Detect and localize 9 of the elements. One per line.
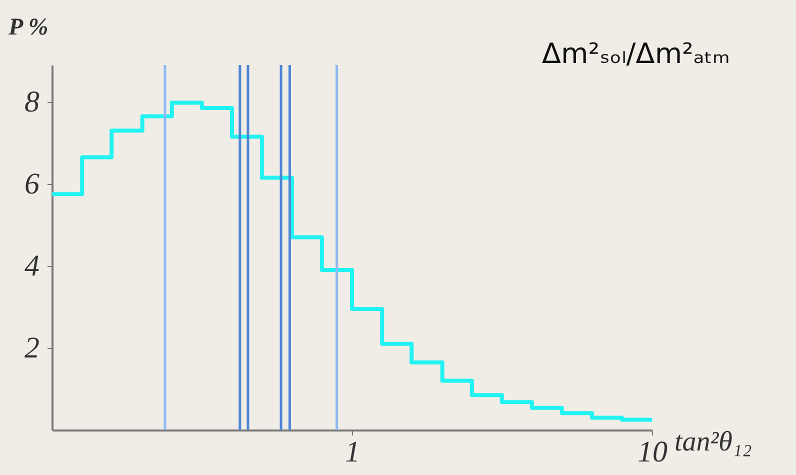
x-tick-label: 1 [345, 436, 360, 468]
y-axis-title: P % [8, 14, 48, 40]
x-axis-title: tan²θ₁₂ [674, 426, 752, 458]
y-tick-label: 8 [24, 85, 40, 118]
y-tick-label: 2 [24, 331, 40, 364]
x-tick-label: 10 [638, 436, 668, 468]
y-tick-label: 6 [24, 167, 40, 200]
y-tick-label: 4 [24, 249, 40, 282]
chart-title: Δm²ₛₒₗ/Δm²ₐₜₘ [542, 37, 730, 70]
